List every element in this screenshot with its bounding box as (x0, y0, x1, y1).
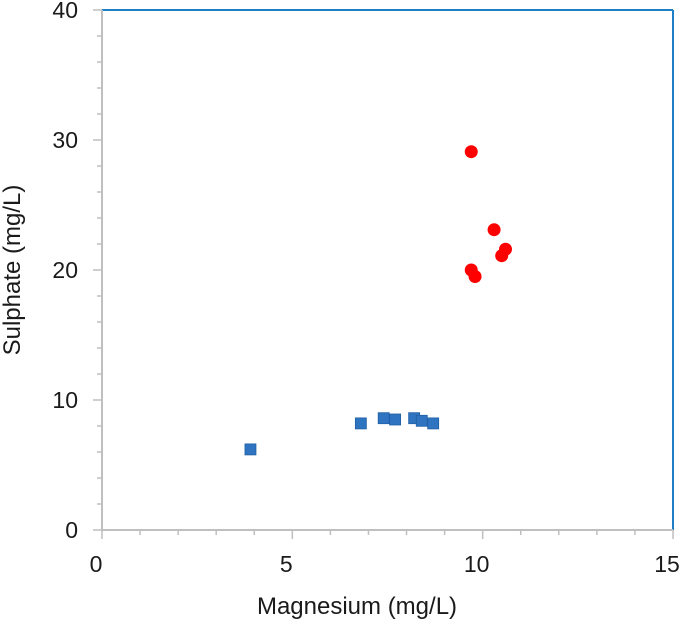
y-axis-label: Sulphate (mg/L) (0, 185, 26, 356)
tick-labels: 0 10 20 30 40 0 5 10 15 (52, 0, 679, 577)
data-point-square (427, 417, 440, 430)
y-tick-label: 30 (52, 127, 78, 153)
data-point-circle (487, 223, 501, 237)
data-point-square (415, 414, 428, 427)
data-point-circle (464, 145, 478, 159)
plot-frame (102, 9, 674, 530)
x-axis-label: Magnesium (mg/L) (257, 593, 457, 620)
data-point-circle (495, 249, 509, 263)
y-tick-label: 10 (52, 387, 78, 413)
data-point-square (377, 412, 390, 425)
data-point-square (244, 443, 257, 456)
data-point-square (389, 413, 402, 426)
y-tick-label: 0 (65, 517, 78, 543)
data-points (244, 145, 513, 456)
x-tick-label: 15 (654, 551, 680, 577)
y-tick-label: 40 (52, 0, 78, 23)
axes (93, 9, 674, 539)
x-tick-label: 5 (280, 551, 293, 577)
minor-ticks (97, 35, 636, 535)
data-point-square (354, 417, 367, 430)
x-tick-label: 10 (464, 551, 490, 577)
x-tick-label: 0 (90, 551, 103, 577)
y-tick-label: 20 (52, 257, 78, 283)
data-point-circle (468, 270, 482, 283)
